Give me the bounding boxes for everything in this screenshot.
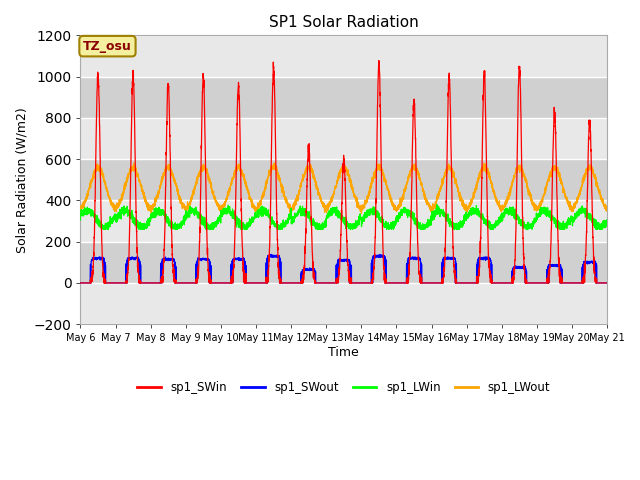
sp1_SWin	[462, 280, 470, 286]
Line: sp1_SWin: sp1_SWin	[81, 60, 607, 283]
Bar	[81, 36, 607, 77]
Line: sp1_LWout: sp1_LWout	[81, 163, 607, 214]
sp1_LWout	[324, 205, 332, 211]
Title: SP1 Solar Radiation: SP1 Solar Radiation	[269, 15, 419, 30]
sp1_LWin	[77, 217, 84, 223]
Bar	[81, 118, 607, 159]
sp1_SWout	[267, 252, 275, 257]
sp1_LWin	[603, 221, 611, 227]
Bar	[81, 201, 607, 241]
sp1_SWin	[604, 280, 611, 286]
sp1_SWout	[492, 280, 499, 286]
sp1_SWin	[433, 280, 440, 286]
sp1_SWout	[77, 280, 84, 286]
sp1_LWout	[462, 204, 470, 210]
sp1_SWout	[433, 280, 440, 286]
sp1_SWout	[604, 280, 611, 286]
sp1_SWin	[77, 280, 84, 286]
sp1_LWout	[77, 205, 84, 211]
sp1_LWout	[604, 203, 611, 208]
sp1_LWout	[358, 211, 365, 216]
Bar	[81, 159, 607, 201]
sp1_LWout	[433, 194, 440, 200]
Bar	[81, 283, 607, 324]
Text: TZ_osu: TZ_osu	[83, 40, 132, 53]
sp1_LWin	[172, 220, 179, 226]
sp1_LWout	[603, 205, 611, 211]
sp1_LWout	[492, 194, 499, 200]
sp1_SWin	[172, 278, 179, 284]
sp1_LWin	[462, 215, 470, 220]
sp1_SWout	[603, 280, 611, 286]
sp1_SWin	[492, 280, 499, 286]
sp1_SWout	[172, 260, 179, 265]
sp1_LWin	[433, 210, 440, 216]
Bar	[81, 77, 607, 118]
Legend: sp1_SWin, sp1_SWout, sp1_LWin, sp1_LWout: sp1_SWin, sp1_SWout, sp1_LWin, sp1_LWout	[132, 377, 555, 399]
sp1_LWin	[433, 202, 441, 207]
sp1_LWin	[604, 216, 611, 222]
X-axis label: Time: Time	[328, 346, 359, 359]
Line: sp1_SWout: sp1_SWout	[81, 254, 607, 283]
sp1_LWout	[172, 180, 179, 185]
sp1_SWin	[324, 280, 332, 286]
Y-axis label: Solar Radiation (W/m2): Solar Radiation (W/m2)	[15, 107, 28, 252]
sp1_SWout	[324, 280, 332, 286]
sp1_SWout	[462, 280, 470, 286]
sp1_LWin	[492, 220, 499, 226]
Line: sp1_LWin: sp1_LWin	[81, 204, 607, 229]
Bar	[81, 241, 607, 283]
sp1_SWin	[603, 280, 611, 286]
sp1_LWin	[324, 212, 332, 217]
sp1_SWin	[375, 58, 383, 63]
sp1_LWin	[99, 227, 107, 232]
sp1_LWout	[340, 160, 348, 166]
